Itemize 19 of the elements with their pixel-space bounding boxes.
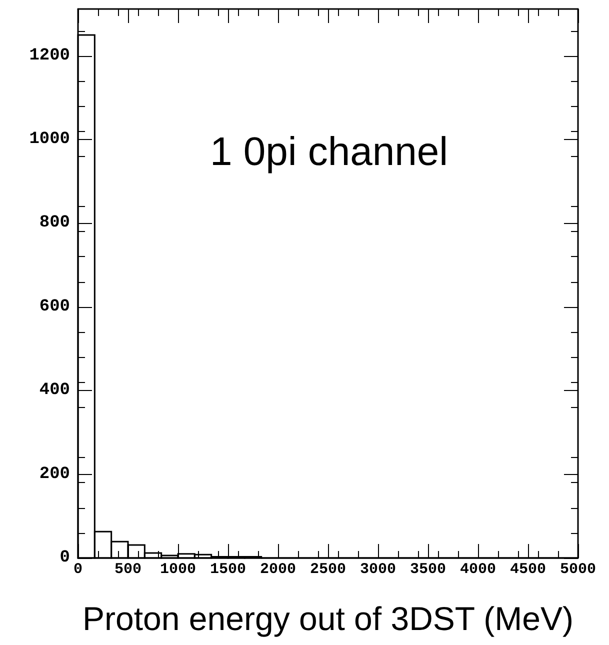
x-tick-label: 3500 [410, 561, 446, 578]
x-axis-title: Proton energy out of 3DST (MeV) [82, 600, 574, 637]
x-tick-label: 500 [114, 561, 142, 578]
y-tick-label: 400 [39, 381, 70, 400]
x-tick-label: 4000 [460, 561, 496, 578]
x-tick-label: 3000 [360, 561, 396, 578]
x-tick-label: 1500 [210, 561, 246, 578]
x-tick-label: 5000 [560, 561, 596, 578]
y-tick-label: 200 [39, 464, 70, 484]
x-tick-label: 4500 [510, 561, 546, 578]
x-tick-label: 0 [73, 561, 83, 578]
x-tick-label: 2000 [260, 561, 296, 578]
y-tick-label: 800 [39, 214, 70, 233]
annotation: 1 0pi channel [210, 130, 448, 174]
y-tick-label: 1000 [29, 130, 70, 150]
x-tick-label: 2500 [310, 561, 346, 578]
y-tick-label: 600 [39, 297, 70, 316]
x-tick-label: 1000 [160, 561, 196, 578]
y-tick-label: 1200 [29, 46, 70, 66]
